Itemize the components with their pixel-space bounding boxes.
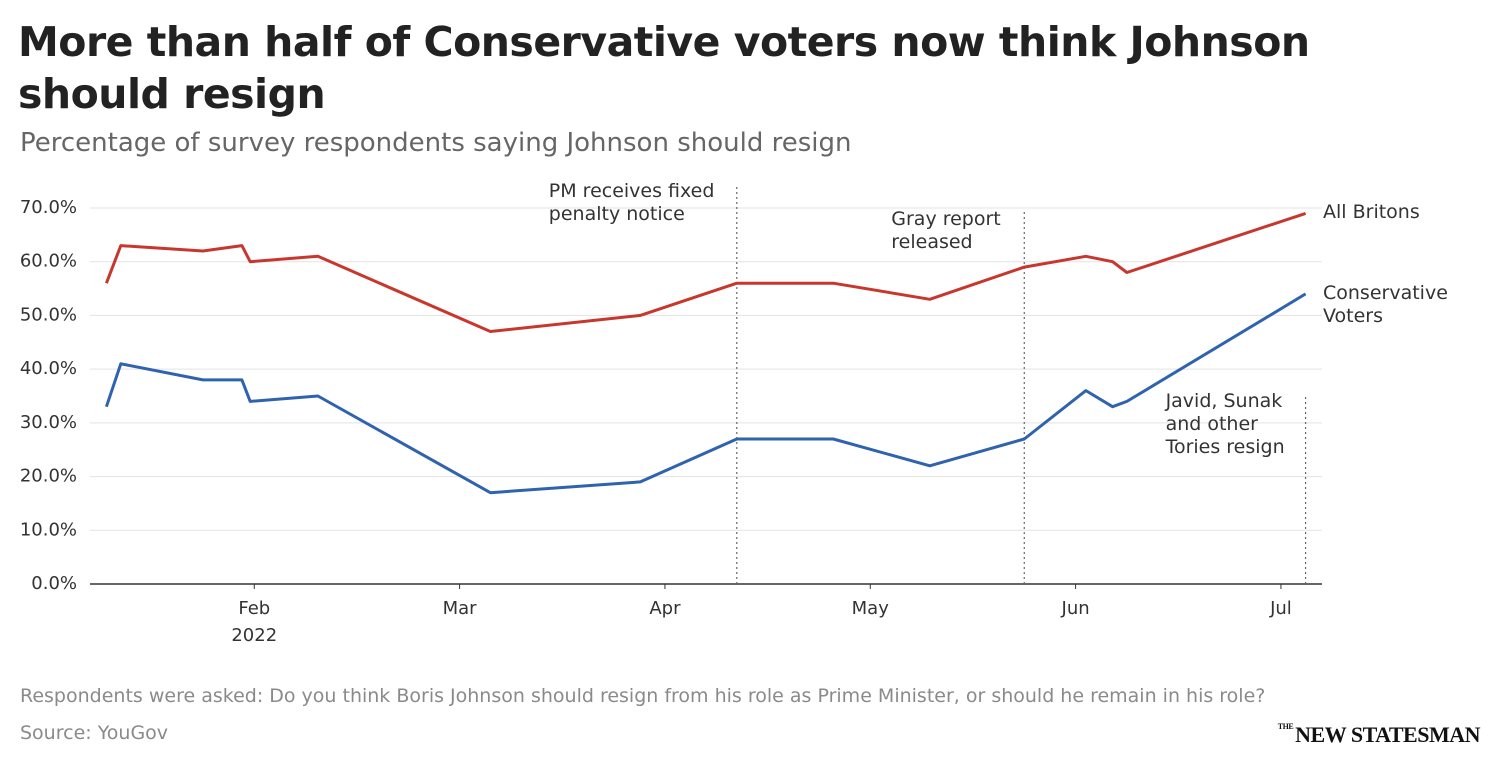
x-tick-label: Feb [238,598,270,619]
series-label: Conservative Voters [1323,281,1448,327]
y-tick-label: 30.0% [20,412,77,433]
y-tick-label: 60.0% [20,251,77,272]
annotation: PM receives fixed penalty notice [548,180,715,225]
chart-title: More than half of Conservative voters no… [18,18,1310,118]
publisher-prefix: THE [1277,722,1294,731]
note: Respondents were asked: Do you think Bor… [20,685,1266,707]
chart-subtitle: Percentage of survey respondents saying … [20,128,852,158]
y-tick-label: 50.0% [20,304,77,325]
source: Source: YouGov [20,722,169,744]
publisher-name: NEW STATESMAN [1295,722,1480,747]
series-label: All Britons [1323,201,1420,224]
annotation: Javid, Sunak and other Tories resign [1165,390,1285,458]
x-tick-label: Mar [443,598,478,619]
y-tick-label: 70.0% [20,197,77,218]
x-tick-label: May [852,598,890,619]
publisher-logo: THENEW STATESMAN [1277,722,1481,748]
x-tick-label: Jun [1061,598,1090,619]
y-tick-label: 20.0% [20,466,77,487]
series-line [104,211,1307,333]
x-tick-label: Jul [1269,598,1292,619]
y-tick-label: 40.0% [20,358,77,379]
y-tick-label: 10.0% [20,519,77,540]
x-tick-label: Apr [649,598,681,619]
annotation: Gray report released [891,208,1001,253]
x-year-label: 2022 [231,625,277,646]
y-tick-label: 0.0% [31,573,77,594]
series-line [104,292,1307,495]
